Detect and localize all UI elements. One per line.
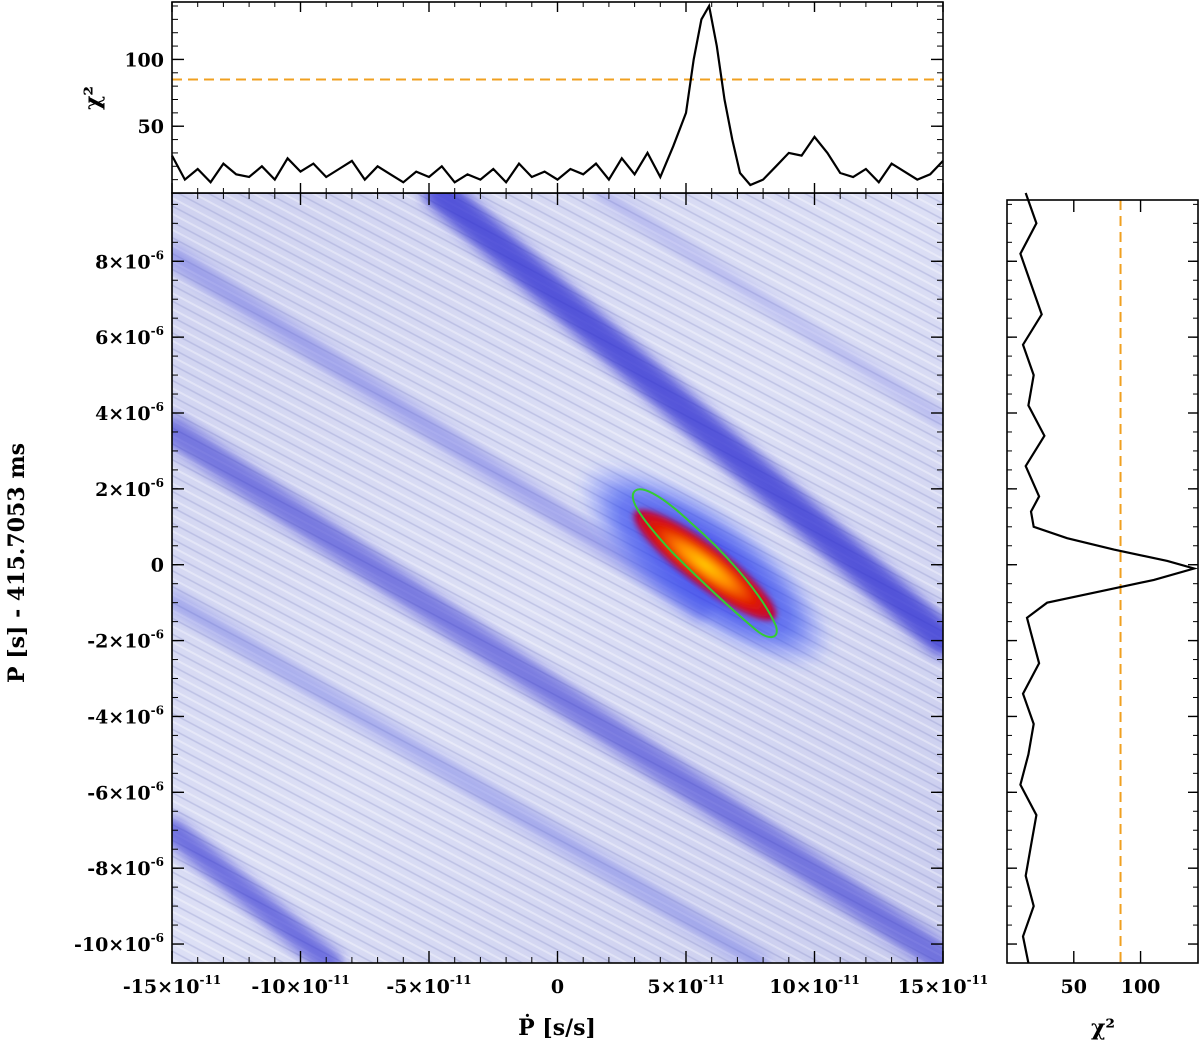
top-chi2-series bbox=[171, 2, 944, 187]
heatmap-band bbox=[593, 193, 943, 427]
top-panel-frame bbox=[171, 1, 944, 194]
heatmap-frame bbox=[171, 192, 944, 964]
tick-label: 15×10-11 bbox=[898, 973, 989, 998]
top-tick-label: 50 bbox=[138, 116, 164, 138]
tick-label: 0 bbox=[551, 976, 564, 998]
tick-label: 0 bbox=[151, 555, 164, 577]
heatmap-band bbox=[172, 817, 343, 963]
x-axis-label: Ṗ [s/s] bbox=[518, 1013, 596, 1041]
tick-label: 5×10-11 bbox=[647, 973, 724, 998]
tick-label: 6×10-6 bbox=[95, 324, 164, 349]
y-axis-label: P [s] - 415.7053 ms bbox=[4, 443, 30, 683]
tick-label: 8×10-6 bbox=[95, 248, 164, 273]
tick-label: -6×10-6 bbox=[87, 779, 164, 804]
tick-label: 10×10-11 bbox=[769, 973, 860, 998]
right-chi2-series bbox=[1019, 192, 1199, 964]
heatmap-panel bbox=[172, 193, 943, 963]
tick-label: -8×10-6 bbox=[87, 855, 164, 880]
heatmap-band bbox=[172, 415, 943, 963]
tick-label: 2×10-6 bbox=[95, 476, 164, 501]
confidence-contour bbox=[631, 488, 778, 638]
heatmap-band bbox=[423, 193, 943, 657]
right-chi2-panel bbox=[1007, 192, 1199, 964]
right-panel-background bbox=[1007, 200, 1198, 963]
axis-labels: -15×10-11 -10×10-11 -5×10-11 0 5×10-11 10×10-… bbox=[4, 49, 1160, 1041]
tick-label: 4×10-6 bbox=[95, 400, 164, 425]
heatmap-band bbox=[172, 590, 770, 963]
tick-label: -5×10-11 bbox=[386, 973, 471, 998]
top-tick-label: 100 bbox=[124, 49, 164, 71]
tick-label: -10×10-11 bbox=[251, 973, 349, 998]
tick-label: -10×10-6 bbox=[74, 931, 164, 956]
top-chi2-panel bbox=[171, 2, 944, 193]
right-panel-frame bbox=[1006, 199, 1199, 964]
right-tick-label: 50 bbox=[1061, 976, 1087, 998]
tick-label: -4×10-6 bbox=[87, 703, 164, 728]
top-panel-background bbox=[172, 2, 943, 193]
right-panel-border bbox=[1006, 199, 1199, 964]
right-tick-label: 100 bbox=[1121, 976, 1161, 998]
top-y-axis-label: χ² bbox=[80, 86, 106, 110]
tick-label: -15×10-11 bbox=[123, 973, 221, 998]
right-x-axis-label: χ² bbox=[1091, 1015, 1115, 1041]
tick-label: -2×10-6 bbox=[87, 628, 164, 653]
peak-core bbox=[633, 509, 777, 621]
